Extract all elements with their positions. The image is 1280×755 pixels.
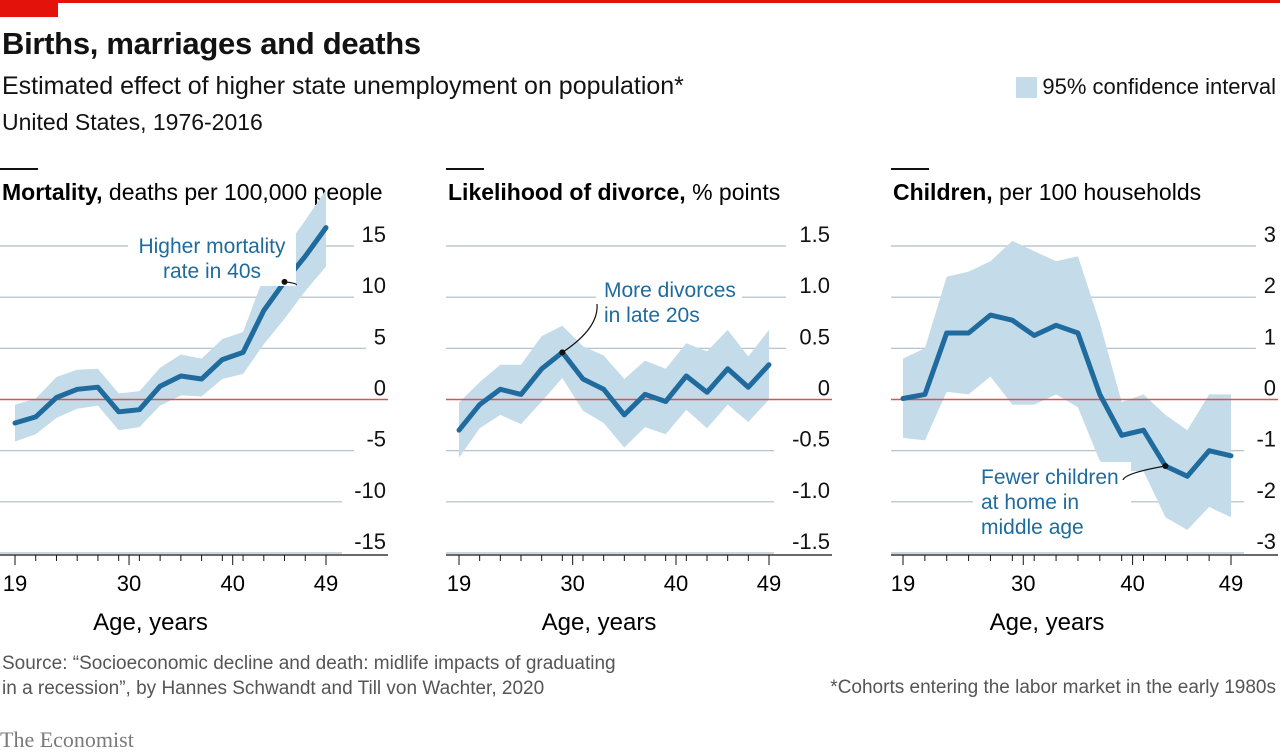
x-tick-label: 49 [757,571,781,596]
footnote: *Cohorts entering the labor market in th… [830,677,1276,698]
chart-title: Births, marriages and deaths [2,26,421,61]
y-tick-label: 0 [818,376,830,401]
annotation-text: in late 20s [604,304,700,327]
chart-subtitle-period: United States, 1976-2016 [2,109,263,135]
confidence-band [903,240,1231,530]
y-tick-label: 10 [362,273,386,298]
y-tick-label: 0.5 [799,324,830,349]
x-tick-label: 49 [1219,571,1243,596]
y-tick-label: 0 [374,376,386,401]
panel-heading-bold: Mortality, [2,179,103,205]
panel-heading-bold: Likelihood of divorce, [448,179,686,205]
annotation-background [973,462,1131,542]
source-line-2: in a recession”, by Hannes Schwandt and … [2,678,545,699]
x-tick-label: 19 [3,571,27,596]
top-rule [0,0,1280,3]
y-tick-label: -1 [1256,427,1276,452]
panel-heading-unit: per 100 households [993,179,1201,205]
brand-tag [0,0,58,17]
chart-panel-1: Mortality, deaths per 100,000 people 15 10… [0,168,388,636]
panel-heading-unit: % points [686,179,781,205]
annotation-text: middle age [981,516,1084,539]
annotation-point [1162,463,1169,470]
annotation-leader [562,303,598,353]
x-axis-label: Age, years [990,609,1105,636]
source-note: Source: “Socioeconomic decline and death… [2,651,616,701]
annotation-text: More divorces [604,279,736,302]
x-axis-label: Age, years [542,609,657,636]
chart-subtitle: Estimated effect of higher state unemplo… [2,72,684,100]
y-tick-label: -15 [354,529,386,554]
legend-swatch [1016,76,1038,98]
x-tick-label: 40 [664,571,688,596]
panel-heading: Children, per 100 households [893,179,1201,205]
y-tick-label: -5 [366,427,386,452]
legend: 95% confidence interval [1016,74,1276,100]
x-axis-label: Age, years [93,609,208,636]
annotation-text: Fewer children [981,466,1119,489]
annotation-leader [1122,465,1166,481]
y-tick-label: 1.5 [799,222,830,247]
y-tick-label: 0 [1264,376,1276,401]
series-line [12,225,329,426]
y-tick-label: -0.5 [792,427,830,452]
y-tick-label: 1 [1264,324,1276,349]
x-tick-label: 30 [117,571,141,596]
y-tick-label: -1.0 [792,478,830,503]
annotation-text: Higher mortality [138,235,286,258]
y-tick-label: -3 [1256,529,1276,554]
chart-panel-2: Likelihood of divorce, % points 1.5 1.0 0.5… [446,168,832,636]
panel-heading: Mortality, deaths per 100,000 people [2,179,383,205]
y-tick-label: -10 [354,478,386,503]
y-tick-label: 1.0 [799,273,830,298]
y-tick-label: 15 [362,222,386,247]
y-tick-label: -2 [1256,478,1276,503]
y-tick-label: 5 [374,324,386,349]
y-tick-label: 2 [1264,273,1276,298]
confidence-band [15,189,326,442]
annotation-background [128,232,296,286]
charts-canvas: Mortality, deaths per 100,000 people1510… [0,168,1278,636]
annotation-point [559,349,566,356]
panel-heading: Likelihood of divorce, % points [448,179,780,205]
annotation-point [281,278,288,285]
x-tick-label: 49 [314,571,338,596]
series-line [456,349,772,433]
confidence-band [459,325,769,458]
panel-heading-unit: deaths per 100,000 people [103,179,383,205]
chart-panel-3: Children, per 100 households 3 2 1 0 -1 -2 -3 19… [891,168,1278,636]
x-tick-label: 40 [220,571,244,596]
x-tick-label: 19 [447,571,471,596]
x-tick-label: 19 [891,571,915,596]
series-line [900,312,1234,479]
legend-label: 95% confidence interval [1042,74,1276,99]
x-tick-label: 40 [1120,571,1144,596]
annotation-text: rate in 40s [163,260,261,283]
x-tick-label: 30 [560,571,584,596]
y-tick-label: 3 [1264,222,1276,247]
y-tick-label: -1.5 [792,529,830,554]
source-line-1: Source: “Socioeconomic decline and death… [2,653,616,674]
panel-heading-bold: Children, [893,179,993,205]
x-tick-label: 30 [1011,571,1035,596]
annotation-text: at home in [981,491,1079,514]
publisher-logo: The Economist [0,727,134,752]
annotation-background [596,276,742,330]
